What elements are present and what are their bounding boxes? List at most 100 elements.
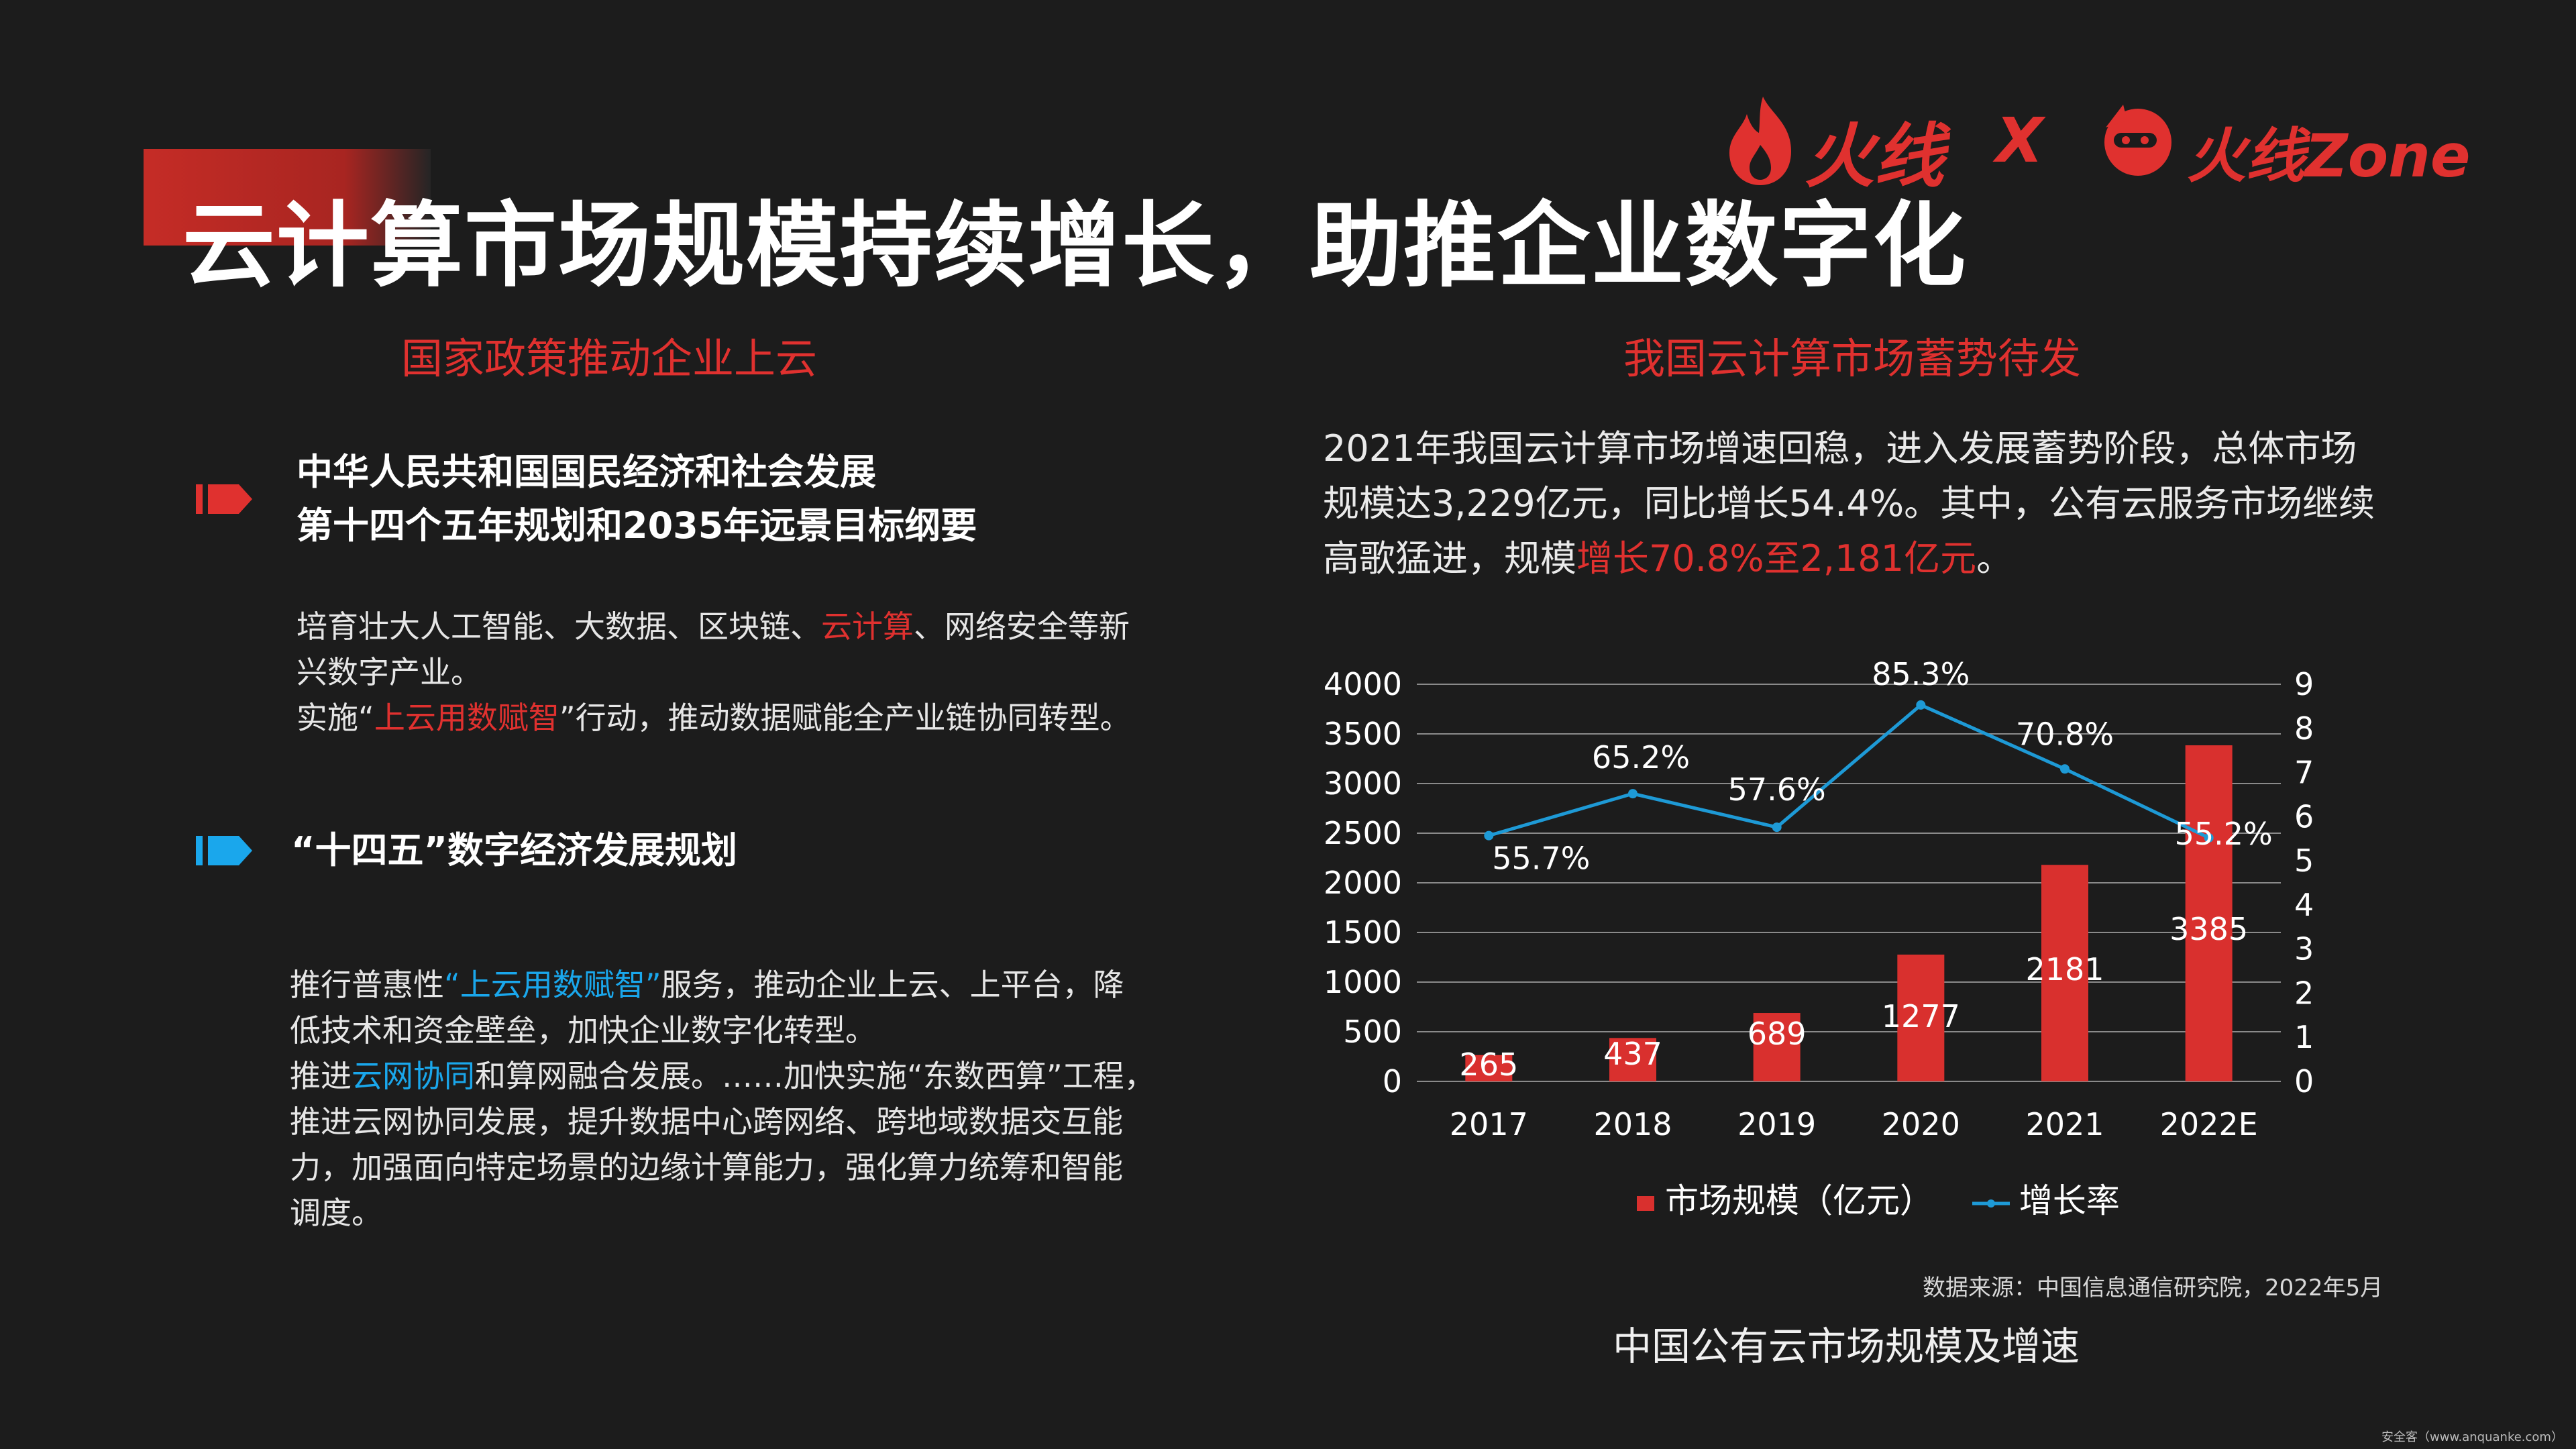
policy-2-text: 和算网融合发展。……加快实施“东数西算”工程，	[475, 1058, 1155, 1094]
y-right-tick-label: 80.0%	[2294, 710, 2314, 747]
y-right-tick-label: 10.0%	[2294, 1019, 2314, 1055]
bar	[1609, 1038, 1656, 1081]
policy-2-text: 力，加强面向特定场景的边缘计算能力，强化算力统筹和智能	[290, 1149, 1123, 1185]
y-right-tick-label: 70.0%	[2294, 755, 2314, 791]
policy-1-highlight-cloud: 云计算	[821, 608, 914, 645]
market-summary-line: 2021年我国云计算市场增速回稳，进入发展蓄势阶段，总体市场	[1323, 427, 2357, 470]
y-right-tick-label: 40.0%	[2294, 887, 2314, 923]
bar	[1897, 955, 1945, 1081]
policy-1-body: 培育壮大人工智能、大数据、区块链、云计算、网络安全等新 兴数字产业。 实施“上云…	[297, 604, 1131, 741]
y-right-tick-label: 20.0%	[2294, 975, 2314, 1011]
watermark: 安全客（www.anquanke.com）	[2381, 1430, 2563, 1444]
x-tick-label: 2022E	[2160, 1106, 2258, 1140]
growth-rate-label: 65.2%	[1592, 739, 1690, 775]
policy-2-highlight-action: “上云用数赋智”	[444, 967, 661, 1003]
growth-rate-point	[1772, 822, 1782, 833]
policy-1-title: 中华人民共和国国民经济和社会发展 第十四个五年规划和2035年远景目标纲要	[297, 445, 977, 553]
policy-1-text: 兴数字产业。	[297, 654, 482, 690]
growth-rate-label: 55.2%	[2175, 816, 2273, 852]
y-left-tick-label: 3000	[1324, 765, 1402, 802]
y-right-tick-label: 0.0%	[2294, 1063, 2314, 1099]
x-tick-label: 2017	[1450, 1106, 1528, 1140]
y-left-tick-label: 1000	[1324, 964, 1402, 1000]
growth-rate-label: 85.3%	[1872, 656, 1970, 692]
policy-marker-red-icon	[196, 484, 252, 514]
y-left-tick-label: 1500	[1324, 914, 1402, 951]
policy-2-text: 调度。	[290, 1195, 382, 1231]
policy-1-text: 培育壮大人工智能、大数据、区块链、	[297, 608, 821, 645]
left-section-heading: 国家政策推动企业上云	[401, 334, 818, 383]
policy-1-text: 、网络安全等新	[914, 608, 1130, 645]
policy-1-title-line-2: 第十四个五年规划和2035年远景目标纲要	[297, 504, 977, 547]
chart-legend: 市场规模（亿元） 增长率	[1637, 1174, 2120, 1222]
page-title: 云计算市场规模持续增长，助推企业数字化	[182, 192, 1968, 300]
title-accent-block	[144, 149, 431, 246]
policy-2-text: 推行普惠性	[290, 967, 444, 1003]
growth-rate-line	[1488, 702, 2210, 840]
policy-2-text: 服务，推动企业上云、上平台，降	[661, 967, 1124, 1003]
bar	[2041, 865, 2088, 1081]
policy-1-text: 实施“	[297, 700, 374, 736]
bar-value-label: 265	[1459, 1046, 1518, 1083]
y-right-tick-label: 50.0%	[2294, 843, 2314, 879]
y-left-tick-label: 2500	[1324, 815, 1402, 851]
policy-2-title: “十四五”数字经济发展规划	[291, 829, 737, 871]
policy-2-text: 低技术和资金壁垒，加快企业数字化转型。	[290, 1012, 876, 1049]
legend-line-swatch	[1972, 1199, 2010, 1208]
logo-x: X	[1996, 105, 2043, 176]
policy-1-title-line-1: 中华人民共和国国民经济和社会发展	[297, 451, 876, 493]
bar	[2185, 745, 2233, 1081]
bar	[1465, 1055, 1513, 1081]
x-tick-label: 2018	[1593, 1106, 1672, 1140]
bar-value-label: 689	[1748, 1016, 1807, 1052]
growth-rate-point	[2060, 764, 2070, 774]
y-left-tick-label: 500	[1343, 1014, 1402, 1050]
growth-rate-point	[1484, 830, 1494, 841]
market-growth-highlight: 增长70.8%至2,181亿元	[1576, 537, 1977, 580]
growth-rate-point	[2204, 833, 2214, 843]
legend-bar-swatch	[1637, 1195, 1654, 1211]
y-right-tick-label: 60.0%	[2294, 798, 2314, 835]
growth-rate-point	[1916, 700, 1926, 710]
policy-marker-blue-icon	[196, 836, 252, 865]
y-left-tick-label: 4000	[1324, 666, 1402, 702]
market-size-chart: 0 500 1000 1500 2000 2500 3000 3500 4000 0.0% 10.0…	[1324, 656, 2314, 1140]
data-source-note: 数据来源：中国信息通信研究院，2022年5月	[1923, 1275, 2383, 1301]
y-left-tick-label: 3500	[1324, 716, 1402, 752]
chart-caption: 中国公有云市场规模及增速	[1613, 1324, 2080, 1369]
bar-value-label: 2181	[2025, 951, 2104, 987]
zone-mascot-logo-icon	[2104, 105, 2171, 176]
market-summary-line: 高歌猛进，规模	[1323, 537, 1576, 580]
policy-1-text: ”行动，推动数据赋能全产业链协同转型。	[559, 700, 1131, 736]
legend-line-label: 增长率	[2019, 1181, 2120, 1220]
policy-2-text: 推进	[290, 1058, 352, 1094]
bar	[1753, 1013, 1801, 1081]
policy-1-highlight-action: 上云用数赋智	[374, 700, 559, 736]
bar-value-label: 437	[1603, 1036, 1662, 1072]
growth-rate-label: 57.6%	[1728, 771, 1826, 808]
market-summary-line: 规模达3,229亿元，同比增长54.4%。其中，公有云服务市场继续	[1323, 482, 2375, 525]
x-tick-label: 2020	[1882, 1106, 1960, 1140]
flame-logo-icon	[1729, 97, 1791, 185]
y-left-tick-label: 0	[1383, 1063, 1402, 1099]
growth-rate-point	[1628, 789, 1638, 799]
y-right-tick-label: 90.0%	[2294, 666, 2314, 702]
growth-rate-label: 55.7%	[1492, 841, 1590, 877]
policy-2-text: 推进云网协同发展，提升数据中心跨网络、跨地域数据交互能	[290, 1104, 1123, 1140]
right-section-heading: 我国云计算市场蓄势待发	[1623, 334, 2082, 383]
growth-rate-label: 70.8%	[2016, 716, 2114, 752]
bar-value-label: 3385	[2169, 911, 2248, 947]
logo-huoxian: 火线	[1805, 115, 1945, 197]
market-summary: 2021年我国云计算市场增速回稳，进入发展蓄势阶段，总体市场 规模达3,229亿…	[1323, 421, 2410, 586]
legend-bar-label: 市场规模（亿元）	[1665, 1181, 1933, 1220]
x-tick-label: 2019	[1737, 1106, 1816, 1140]
x-tick-label: 2021	[2025, 1106, 2104, 1140]
logo-huoxian-zone: 火线Zone	[2187, 121, 2471, 191]
logo-row: 火线 X 火线Zone	[1724, 94, 2471, 197]
y-left-tick-label: 2000	[1324, 865, 1402, 901]
y-right-tick-label: 30.0%	[2294, 931, 2314, 967]
market-summary-line: 。	[1976, 537, 2013, 580]
policy-2-body: 推行普惠性“上云用数赋智”服务，推动企业上云、上平台，降 低技术和资金壁垒，加快…	[290, 962, 1155, 1236]
bar-value-label: 1277	[1882, 998, 1960, 1034]
policy-2-highlight-cloud-network: 云网协同	[352, 1058, 475, 1094]
